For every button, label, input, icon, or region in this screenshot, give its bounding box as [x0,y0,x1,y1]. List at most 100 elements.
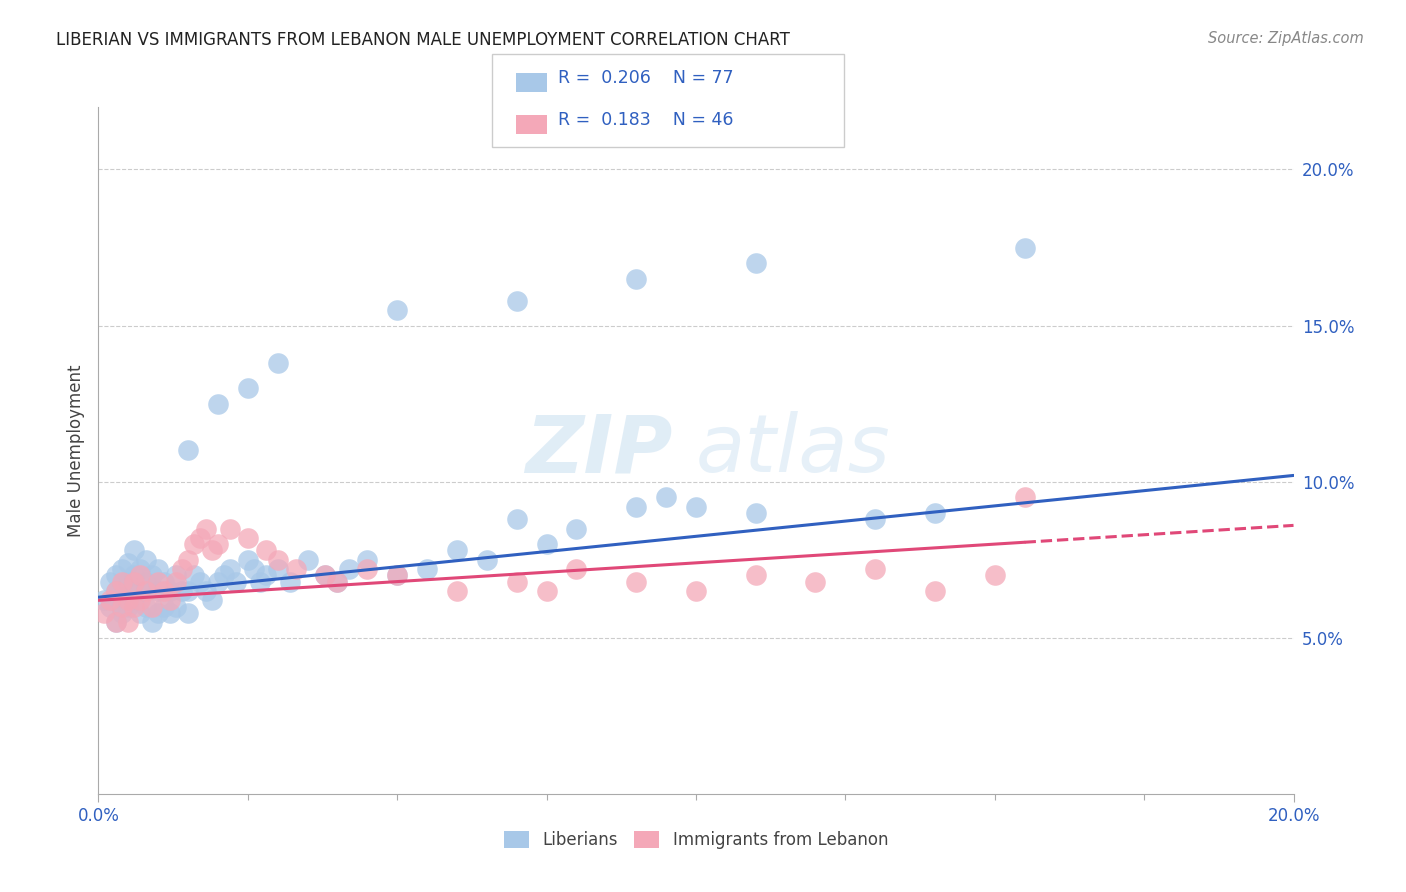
Point [172,562,194,576]
Point [254,543,277,558]
Point [111,562,134,576]
Point [117,593,139,607]
Point [153,583,176,598]
Point [207,537,229,551]
Point [278,574,301,589]
Point [416,562,439,576]
Point [183,537,205,551]
Point [117,556,139,570]
Point [148,606,170,620]
Point [446,543,468,558]
Point [685,500,707,514]
Point [565,521,588,535]
Point [536,537,558,551]
Point [141,599,163,614]
Point [446,583,468,598]
Point [225,574,247,589]
Point [153,599,176,614]
Point [655,490,678,504]
Point [267,552,290,567]
Point [804,574,827,589]
Point [177,443,200,458]
Point [267,356,290,370]
Point [135,583,157,598]
Point [924,506,946,520]
Point [506,574,529,589]
Point [1014,240,1036,255]
Point [177,552,200,567]
Point [284,562,307,576]
Point [236,531,259,545]
Point [124,568,146,582]
Text: R =  0.183    N = 46: R = 0.183 N = 46 [558,111,734,128]
Point [117,615,139,630]
Point [105,583,128,598]
Point [165,599,187,614]
Point [111,599,134,614]
Point [165,574,187,589]
Y-axis label: Male Unemployment: Male Unemployment [66,364,84,537]
Point [111,574,134,589]
Point [93,606,115,620]
Point [111,606,134,620]
Point [159,593,181,607]
Point [124,574,146,589]
Point [385,302,409,317]
Point [236,381,259,395]
Point [475,552,498,567]
Point [159,606,181,620]
Text: Source: ZipAtlas.com: Source: ZipAtlas.com [1208,31,1364,46]
Point [188,574,211,589]
Point [195,521,218,535]
Point [865,512,887,526]
Point [207,396,229,410]
Point [924,583,946,598]
Point [201,543,224,558]
Point [148,562,170,576]
Point [165,568,187,582]
Point [385,568,409,582]
Text: atlas: atlas [696,411,891,490]
Point [105,615,128,630]
Point [626,500,648,514]
Text: LIBERIAN VS IMMIGRANTS FROM LEBANON MALE UNEMPLOYMENT CORRELATION CHART: LIBERIAN VS IMMIGRANTS FROM LEBANON MALE… [56,31,790,49]
Text: ZIP: ZIP [524,411,672,490]
Point [129,606,152,620]
Point [506,512,529,526]
Point [536,583,558,598]
Point [153,574,176,589]
Point [117,574,139,589]
Point [201,593,224,607]
Text: R =  0.206    N = 77: R = 0.206 N = 77 [558,69,734,87]
Point [1014,490,1036,504]
Point [236,552,259,567]
Point [105,583,128,598]
Point [249,574,271,589]
Point [385,568,409,582]
Point [339,562,361,576]
Point [135,552,157,567]
Point [356,562,378,576]
Point [315,568,337,582]
Point [159,583,181,598]
Point [865,562,887,576]
Point [111,591,134,605]
Point [177,583,200,598]
Point [267,562,290,576]
Point [745,256,768,270]
Point [93,593,115,607]
Point [626,574,648,589]
Point [565,562,588,576]
Point [124,599,146,614]
Point [98,593,122,607]
Point [129,562,152,576]
Point [129,568,152,582]
Legend: Liberians, Immigrants from Lebanon: Liberians, Immigrants from Lebanon [498,824,894,855]
Point [207,574,229,589]
Point [195,583,218,598]
Point [745,568,768,582]
Point [626,271,648,285]
Point [984,568,1007,582]
Point [183,568,205,582]
Point [243,562,266,576]
